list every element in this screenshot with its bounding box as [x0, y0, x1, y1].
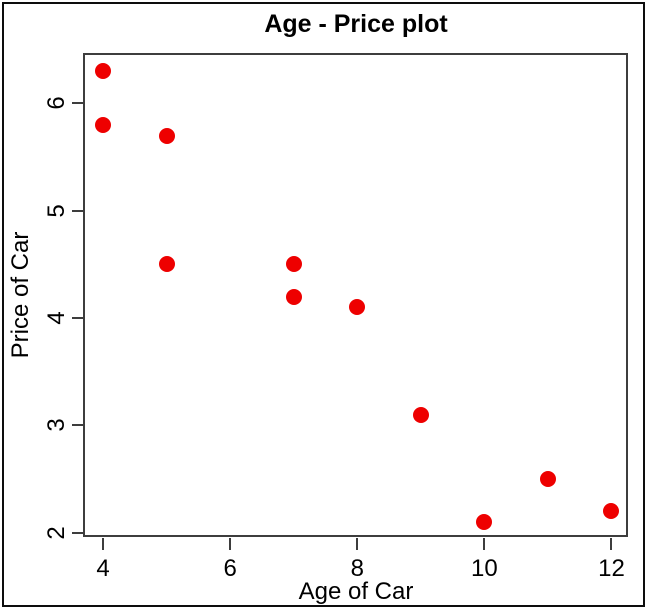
- y-tick-label-text: 2: [43, 526, 70, 540]
- y-tick-label-text: 6: [43, 96, 70, 111]
- data-point: [349, 299, 366, 316]
- y-tick-mark: [72, 102, 84, 105]
- x-tick-label: 10: [471, 555, 498, 582]
- y-tick-label-text: 5: [43, 204, 70, 218]
- x-tick-mark: [102, 538, 105, 550]
- data-point: [603, 503, 620, 520]
- y-tick-mark: [72, 531, 84, 534]
- data-point: [412, 406, 429, 423]
- data-point: [158, 256, 175, 273]
- y-tick-mark: [72, 209, 84, 212]
- plot-area: [83, 53, 628, 537]
- data-point: [285, 256, 302, 273]
- y-axis-label-text: Price of Car: [7, 231, 34, 359]
- x-tick-label: 12: [598, 555, 625, 582]
- chart-title: Age - Price plot: [264, 10, 448, 38]
- x-tick-label: 8: [350, 555, 364, 582]
- data-point: [539, 471, 556, 488]
- data-point: [476, 513, 493, 530]
- y-tick-label-text: 4: [43, 311, 70, 325]
- data-point: [95, 63, 112, 80]
- data-point: [95, 116, 112, 133]
- x-tick-mark: [356, 538, 359, 550]
- y-tick-mark: [72, 317, 84, 320]
- y-tick-mark: [72, 424, 84, 427]
- y-tick-label-text: 3: [43, 418, 70, 433]
- data-point: [285, 288, 302, 305]
- x-tick-mark: [610, 538, 613, 550]
- x-tick-mark: [483, 538, 486, 550]
- x-axis-label: Age of Car: [298, 578, 414, 605]
- x-tick-label: 4: [96, 555, 110, 582]
- x-tick-mark: [229, 538, 232, 550]
- data-point: [158, 127, 175, 144]
- x-tick-label: 6: [223, 555, 237, 582]
